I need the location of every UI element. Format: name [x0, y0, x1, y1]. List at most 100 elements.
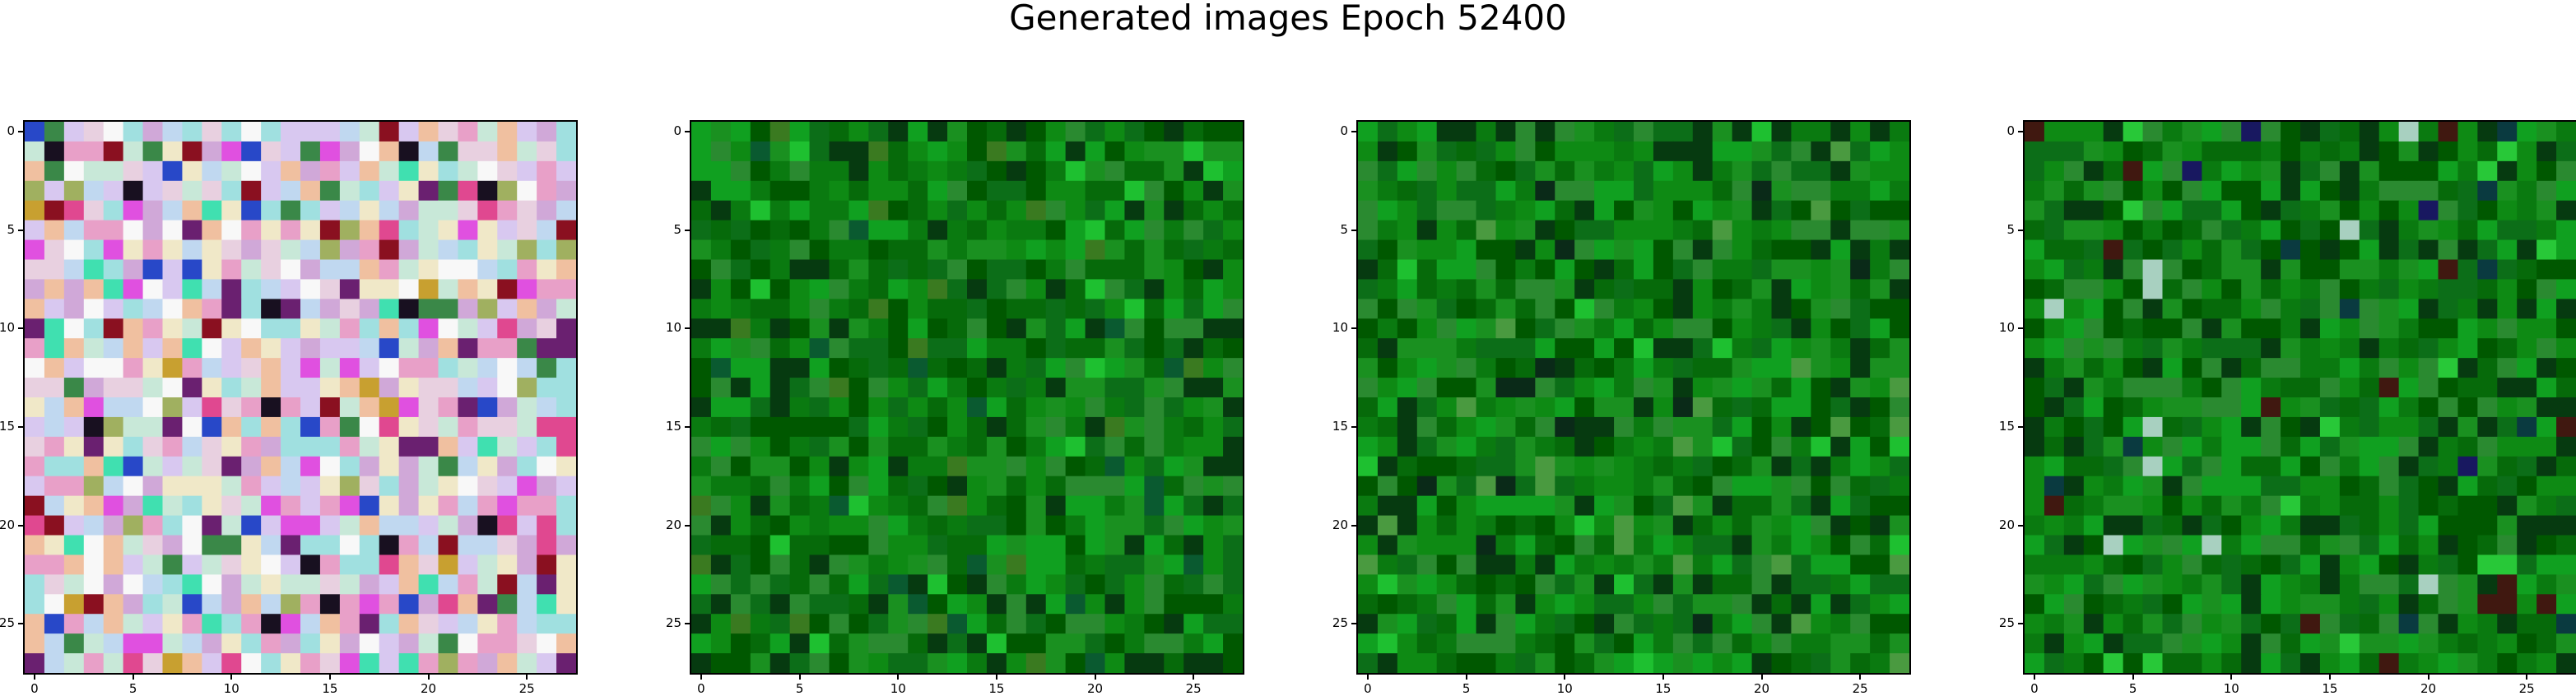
pixel-cell [458, 279, 478, 299]
pixel-cell [1634, 554, 1654, 575]
pixel-cell [83, 239, 105, 261]
pixel-cell [1456, 614, 1477, 634]
pixel-cell [1634, 279, 1654, 299]
pixel-cell [339, 436, 360, 457]
pixel-cell [103, 594, 124, 615]
pixel-cell [1515, 279, 1536, 299]
pixel-cell [1732, 338, 1753, 359]
pixel-cell [691, 239, 712, 261]
pixel-cell [2063, 476, 2085, 497]
pixel-cell [2142, 358, 2164, 378]
pixel-cell [2319, 633, 2341, 654]
pixel-cell [1456, 160, 1477, 182]
pixel-cell [339, 220, 360, 241]
pixel-cell [1065, 338, 1086, 359]
pixel-cell [1594, 476, 1615, 497]
pixel-cell [1416, 535, 1438, 556]
pixel-cell [1436, 515, 1458, 536]
pixel-cell [1104, 160, 1126, 182]
pixel-cell [829, 515, 850, 536]
pixel-cell [1574, 279, 1595, 299]
pixel-cell [497, 515, 518, 536]
pixel-cell [359, 476, 380, 497]
pixel-cell [2142, 614, 2164, 634]
pixel-cell [849, 239, 869, 261]
pixel-cell [1555, 416, 1575, 438]
pixel-cell [986, 318, 1007, 339]
pixel-cell [1358, 141, 1379, 162]
pixel-cell [2359, 358, 2380, 378]
pixel-cell [2162, 495, 2183, 517]
pixel-cell [2517, 594, 2537, 615]
pixel-cell [319, 220, 341, 241]
pixel-cell [2261, 614, 2281, 634]
pixel-cell [2418, 141, 2439, 162]
x-tick-mark [2132, 675, 2134, 680]
pixel-cell [2281, 515, 2301, 536]
pixel-cell [2300, 160, 2321, 182]
pixel-cell [25, 141, 45, 162]
pixel-cell [339, 515, 360, 536]
pixel-cell [1416, 378, 1438, 398]
pixel-cell [986, 358, 1007, 378]
pixel-cell [2418, 220, 2439, 241]
pixel-cell [162, 259, 184, 281]
pixel-cell [221, 318, 242, 339]
pixel-cell [908, 279, 928, 299]
pixel-cell [63, 299, 85, 319]
pixel-cell [2281, 338, 2301, 359]
pixel-cell [2182, 122, 2202, 142]
pixel-cell [967, 614, 988, 634]
pixel-cell [142, 614, 164, 634]
pixel-cell [2536, 397, 2557, 418]
pixel-cell [477, 239, 498, 261]
pixel-cell [458, 535, 478, 556]
pixel-cell [398, 653, 420, 673]
pixel-cell [888, 358, 909, 378]
pixel-cell [1358, 436, 1379, 457]
pixel-cell [1104, 594, 1126, 615]
pixel-cell [2083, 495, 2104, 517]
pixel-cell [1065, 318, 1086, 339]
pixel-cell [1653, 299, 1674, 319]
pixel-cell [2221, 515, 2242, 536]
pixel-cell [730, 633, 751, 654]
pixel-cell [44, 141, 65, 162]
pixel-cell [241, 397, 262, 418]
pixel-cell [1006, 633, 1027, 654]
pixel-cell [1164, 495, 1184, 517]
pixel-cell [123, 535, 144, 556]
pixel-cell [1672, 436, 1694, 457]
pixel-cell [967, 279, 988, 299]
pixel-cell [986, 122, 1007, 142]
pixel-cell [1397, 299, 1418, 319]
pixel-cell [1555, 318, 1575, 339]
pixel-cell [1771, 160, 1793, 182]
pixel-cell [1830, 378, 1851, 398]
pixel-cell [888, 122, 909, 142]
pixel-cell [2556, 574, 2576, 595]
pixel-cell [1850, 358, 1871, 378]
pixel-cell [2378, 160, 2400, 182]
pixel-cell [517, 358, 537, 378]
pixel-cell [1416, 476, 1438, 497]
pixel-cell [1692, 535, 1713, 556]
pixel-cell [1535, 535, 1555, 556]
pixel-cell [1164, 259, 1184, 281]
pixel-cell [1890, 358, 1909, 378]
pixel-cell [967, 594, 988, 615]
pixel-cell [1456, 259, 1477, 281]
pixel-cell [1574, 416, 1595, 438]
pixel-cell [1712, 122, 1733, 142]
pixel-cell [1850, 338, 1871, 359]
pixel-cell [438, 416, 459, 438]
pixel-cell [1515, 338, 1536, 359]
pixel-cell [438, 220, 459, 241]
pixel-cell [1124, 397, 1145, 418]
pixel-cell [25, 614, 45, 634]
pixel-cell [1634, 436, 1654, 457]
pixel-cell [1712, 239, 1733, 261]
pixel-cell [2083, 318, 2104, 339]
pixel-cell [103, 515, 124, 536]
pixel-cell [986, 239, 1007, 261]
